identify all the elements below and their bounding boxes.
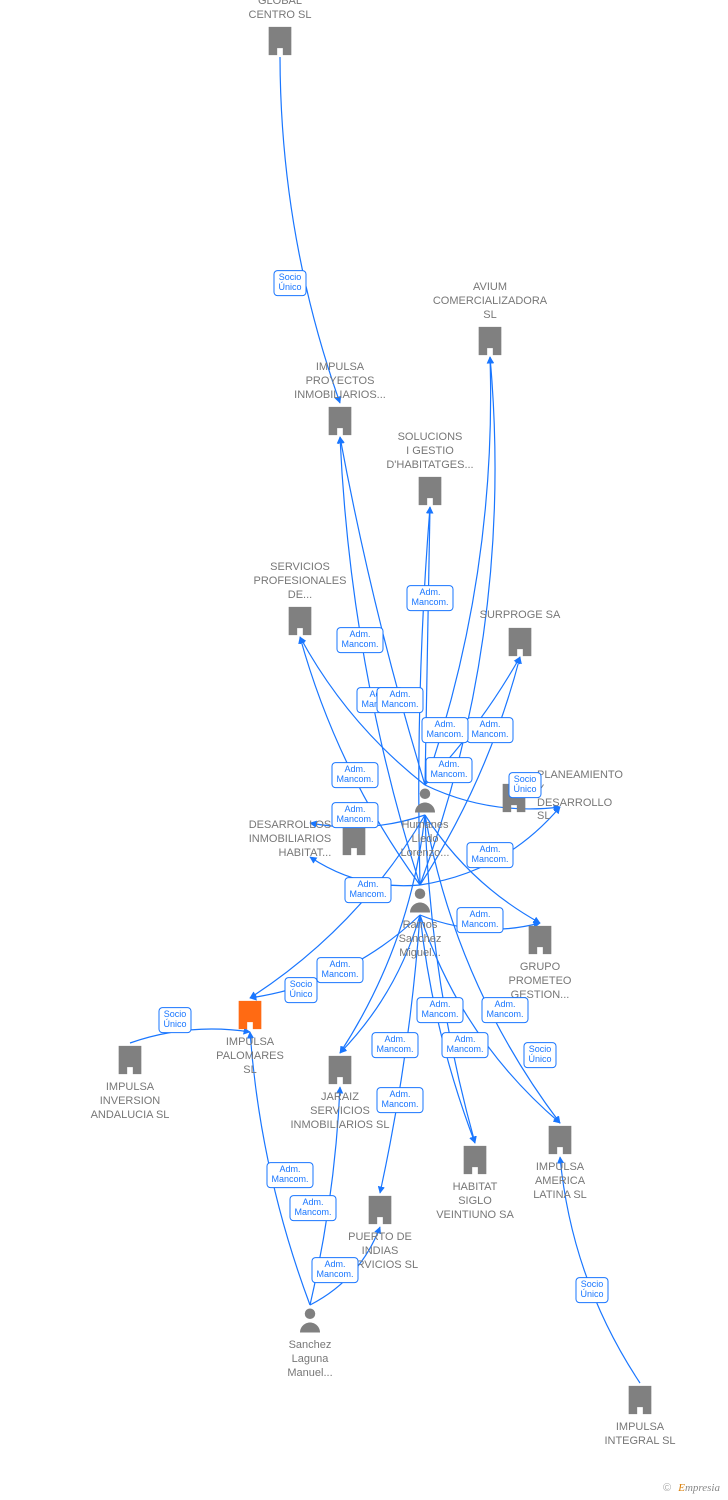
edge-label: Adm. Mancom. — [316, 957, 363, 983]
edge-label: Adm. Mancom. — [344, 877, 391, 903]
building-icon — [220, 24, 340, 58]
building-icon — [280, 1053, 400, 1087]
edge-label: Adm. Mancom. — [456, 907, 503, 933]
node-desarrollos_habitat[interactable]: DESARROLLOS INMOBILIARIOS HABITAT... — [250, 819, 370, 862]
node-impulsa_global_centro[interactable]: IMPULSA GLOBAL CENTRO SL — [220, 0, 340, 58]
node-label: SOLUCIONS I GESTIO D'HABITATGES... — [370, 431, 490, 472]
edge-label: Adm. Mancom. — [421, 717, 468, 743]
node-impulsa_america[interactable]: IMPULSA AMERICA LATINA SL — [500, 1123, 620, 1204]
building-icon — [240, 604, 360, 638]
node-humanes[interactable]: Humanes Lledo Lorenzo... — [365, 785, 485, 862]
person-icon — [360, 885, 480, 915]
node-label: SURPROGE SA — [460, 609, 580, 623]
node-label: IMPULSA INTEGRAL SL — [580, 1421, 700, 1449]
edge-label: Adm. Mancom. — [331, 762, 378, 788]
edge-label: Adm. Mancom. — [466, 842, 513, 868]
node-impulsa_integral[interactable]: IMPULSA INTEGRAL SL — [580, 1383, 700, 1451]
building-icon — [497, 781, 531, 815]
node-label: DESARROLLOS INMOBILIARIOS HABITAT... — [249, 819, 332, 860]
building-icon — [460, 625, 580, 659]
edge-label: Socio Único — [523, 1042, 556, 1068]
node-puerto_indias[interactable]: PUERTO DE INDIAS SERVICIOS SL — [320, 1193, 440, 1274]
node-impulsa_inversion[interactable]: IMPULSA INVERSION ANDALUCIA SL — [70, 1043, 190, 1124]
node-label: IMPULSA GLOBAL CENTRO SL — [220, 0, 340, 22]
node-label: SERVICIOS PROFESIONALES DE... — [240, 561, 360, 602]
footer-credit: © Empresia — [663, 1482, 720, 1494]
building-icon — [337, 824, 371, 858]
edge-label: Adm. Mancom. — [336, 627, 383, 653]
brand-rest: mpresia — [685, 1482, 720, 1494]
node-jaraiz[interactable]: JARAIZ SERVICIOS INMOBILIARIOS SL — [280, 1053, 400, 1134]
building-icon — [480, 923, 600, 957]
building-icon — [415, 1143, 535, 1177]
node-grupo_prometeo[interactable]: GRUPO PROMETEO GESTION... — [480, 923, 600, 1004]
edge-label: Adm. Mancom. — [425, 757, 472, 783]
brand-initial: E — [678, 1482, 685, 1494]
person-icon — [365, 785, 485, 815]
copyright-symbol: © — [663, 1482, 671, 1494]
node-label: IMPULSA PROYECTOS INMOBILIARIOS... — [280, 361, 400, 402]
node-surproge[interactable]: SURPROGE SA — [460, 609, 580, 659]
node-avium[interactable]: AVIUM COMERCIALIZADORA SL — [430, 281, 550, 358]
edge-label: Adm. Mancom. — [441, 1032, 488, 1058]
edge-label: Adm. Mancom. — [406, 585, 453, 611]
edge-label: Adm. Mancom. — [376, 1087, 423, 1113]
building-icon — [500, 1123, 620, 1157]
node-label: PLANEAMIENTO Y DESARROLLO SL — [537, 769, 623, 824]
node-servicios_prof[interactable]: SERVICIOS PROFESIONALES DE... — [240, 561, 360, 638]
building-icon — [320, 1193, 440, 1227]
node-label: AVIUM COMERCIALIZADORA SL — [430, 281, 550, 322]
node-label: PUERTO DE INDIAS SERVICIOS SL — [320, 1231, 440, 1272]
person-icon — [250, 1305, 370, 1335]
node-solucions[interactable]: SOLUCIONS I GESTIO D'HABITATGES... — [370, 431, 490, 508]
edge-label: Socio Único — [575, 1277, 608, 1303]
node-label: GRUPO PROMETEO GESTION... — [480, 961, 600, 1002]
node-impulsa_palomares[interactable]: IMPULSA PALOMARES SL — [190, 998, 310, 1079]
building-icon — [70, 1043, 190, 1077]
edge-label: Adm. Mancom. — [371, 1032, 418, 1058]
node-habitat_siglo[interactable]: HABITAT SIGLO VEINTIUNO SA — [415, 1143, 535, 1224]
building-icon — [280, 404, 400, 438]
edge-label: Adm. Mancom. — [466, 717, 513, 743]
building-icon — [430, 324, 550, 358]
edge-label: Adm. Mancom. — [311, 1257, 358, 1283]
node-label: HABITAT SIGLO VEINTIUNO SA — [415, 1181, 535, 1222]
edge-label: Socio Único — [508, 772, 541, 798]
edge-label: Adm. Mancom. — [331, 802, 378, 828]
building-icon — [370, 474, 490, 508]
edge-label: Adm. Mancom. — [266, 1162, 313, 1188]
node-label: IMPULSA PALOMARES SL — [190, 1036, 310, 1077]
edge-label: Adm. Mancom. — [481, 997, 528, 1023]
building-icon — [190, 998, 310, 1032]
edge-label: Adm. Mancom. — [416, 997, 463, 1023]
node-label: IMPULSA INVERSION ANDALUCIA SL — [70, 1081, 190, 1122]
node-label: Ramos Sanchez Miguel... — [360, 919, 480, 960]
edge-label: Socio Único — [158, 1007, 191, 1033]
edge-label: Adm. Mancom. — [376, 687, 423, 713]
node-label: IMPULSA AMERICA LATINA SL — [500, 1161, 620, 1202]
node-label: Sanchez Laguna Manuel... — [250, 1339, 370, 1380]
edge-label: Adm. Mancom. — [289, 1195, 336, 1221]
edge-label: Socio Único — [284, 977, 317, 1003]
edge-label: Socio Único — [273, 270, 306, 296]
node-impulsa_proyectos[interactable]: IMPULSA PROYECTOS INMOBILIARIOS... — [280, 361, 400, 438]
node-sanchez_laguna[interactable]: Sanchez Laguna Manuel... — [250, 1305, 370, 1382]
node-label: JARAIZ SERVICIOS INMOBILIARIOS SL — [280, 1091, 400, 1132]
network-stage: IMPULSA GLOBAL CENTRO SL IMPULSA PROYECT… — [0, 0, 728, 1500]
node-ramos[interactable]: Ramos Sanchez Miguel... — [360, 885, 480, 962]
node-planeamiento[interactable]: PLANEAMIENTO Y DESARROLLO SL — [500, 769, 620, 826]
edge-label: Adm. Mancom. — [356, 687, 403, 713]
node-label: Humanes Lledo Lorenzo... — [365, 819, 485, 860]
building-icon — [580, 1383, 700, 1417]
